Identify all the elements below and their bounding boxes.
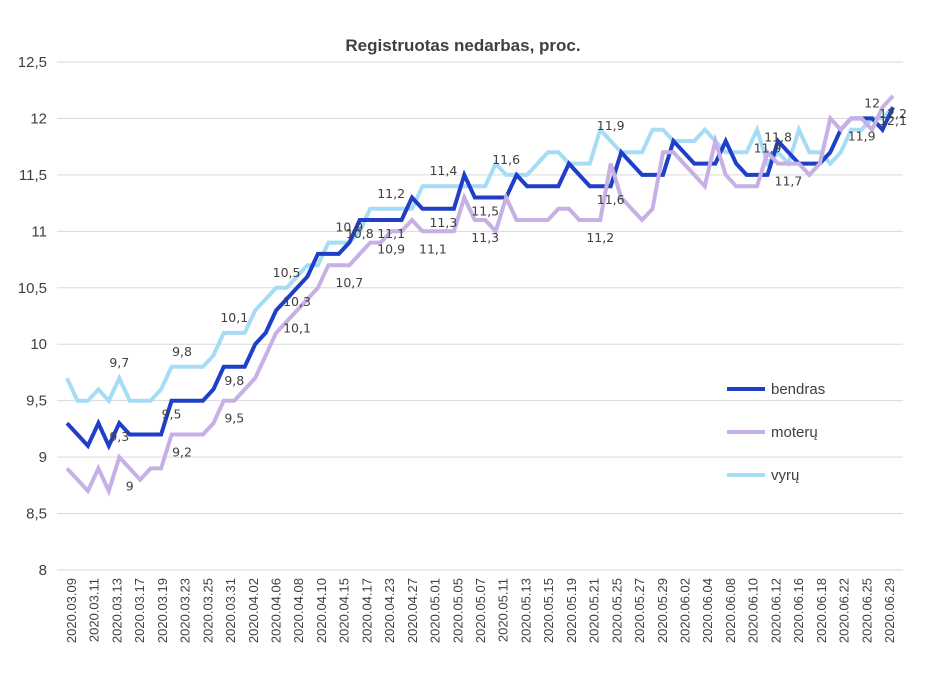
data-label: 9,2 [172, 445, 192, 460]
x-tick-label: 2020.06.04 [700, 578, 715, 643]
y-tick-label: 10,5 [18, 280, 47, 297]
x-tick-label: 2020.06.18 [814, 578, 829, 643]
data-label: 10,8 [346, 226, 374, 241]
x-tick-label: 2020.06.10 [746, 578, 761, 643]
x-tick-label: 2020.06.12 [768, 578, 783, 643]
data-label: 11,3 [471, 230, 499, 245]
data-label: 11,9 [597, 118, 625, 133]
x-tick-label: 2020.04.15 [337, 578, 352, 643]
y-tick-label: 8,5 [26, 506, 47, 523]
data-label: 11,5 [471, 203, 499, 218]
x-tick-label: 2020.03.23 [178, 578, 193, 643]
y-tick-label: 8 [39, 562, 47, 579]
data-label: 10,1 [220, 310, 248, 325]
legend: bendras moterų vyrų [727, 381, 825, 484]
x-tick-label: 2020.04.23 [382, 578, 397, 643]
y-tick-label: 11,5 [19, 167, 47, 184]
x-tick-label: 2020.04.17 [359, 578, 374, 643]
data-labels: 9,79,810,110,510,911,211,411,611,911,911… [109, 95, 907, 493]
x-tick-label: 2020.05.25 [609, 578, 624, 643]
data-label: 9,8 [172, 344, 192, 359]
data-label: 9,5 [162, 407, 182, 422]
y-tick-label: 9,5 [26, 393, 47, 410]
series-line-moterų [65, 94, 895, 497]
x-tick-label: 2020.05.27 [632, 578, 647, 643]
data-label: 11,2 [586, 230, 614, 245]
data-label: 11,1 [377, 226, 405, 241]
chart-title: Registruotas nedarbas, proc. [345, 36, 580, 55]
y-tick-label: 12 [30, 110, 47, 127]
data-label: 11,1 [419, 241, 447, 256]
data-label: 12,2 [879, 106, 907, 121]
data-label: 11,9 [848, 128, 876, 143]
data-label: 11,4 [429, 163, 457, 178]
x-tick-label: 2020.03.17 [132, 578, 147, 643]
x-tick-label: 2020.05.15 [541, 578, 556, 643]
data-label: 9,5 [224, 411, 244, 426]
x-tick-label: 2020.04.27 [405, 578, 420, 643]
x-tick-label: 2020.06.02 [678, 578, 693, 643]
data-label: 11,7 [775, 174, 803, 189]
data-label: 11,6 [597, 192, 625, 207]
legend-label-moterų: moterų [771, 424, 818, 441]
data-label: 12 [864, 95, 880, 110]
x-tick-label: 2020.03.31 [223, 578, 238, 643]
x-tick-label: 2020.03.25 [200, 578, 215, 643]
x-tick-label: 2020.06.08 [723, 578, 738, 643]
x-tick-label: 2020.06.29 [882, 578, 897, 643]
data-label: 9,7 [109, 355, 129, 370]
y-axis: 8 8,5 9 9,5 10 10,5 11 11,5 12 12,5 [18, 54, 47, 579]
x-tick-label: 2020.03.09 [64, 578, 79, 643]
data-label: 9 [126, 478, 134, 493]
x-tick-label: 2020.05.05 [450, 578, 465, 643]
x-tick-label: 2020.06.16 [791, 578, 806, 643]
x-tick-label: 2020.03.11 [87, 578, 102, 642]
x-tick-label: 2020.05.07 [473, 578, 488, 643]
x-tick-label: 2020.05.01 [428, 578, 443, 643]
y-tick-label: 9 [39, 449, 47, 466]
data-label: 10,3 [283, 294, 311, 309]
data-label: 11,3 [429, 215, 457, 230]
x-tick-label: 2020.05.21 [587, 578, 602, 643]
data-label: 12,1 [879, 113, 907, 128]
x-tick-label: 2020.06.25 [859, 578, 874, 643]
y-tick-label: 11 [31, 223, 47, 240]
x-tick-label: 2020.03.19 [155, 578, 170, 643]
x-axis: 2020.03.09 2020.03.11 2020.03.13 2020.03.17… [64, 578, 897, 643]
legend-label-bendras: bendras [771, 381, 825, 398]
legend-label-vyrų: vyrų [771, 467, 799, 484]
data-label: 11,9 [754, 141, 782, 156]
data-label: 10,5 [273, 265, 301, 280]
series-line-vyrų [65, 105, 895, 405]
data-label: 10,9 [335, 220, 363, 235]
data-label: 10,1 [283, 320, 311, 335]
data-label: 10,9 [377, 241, 405, 256]
x-tick-label: 2020.04.02 [246, 578, 261, 643]
y-tick-label: 12,5 [18, 54, 47, 71]
x-tick-label: 2020.05.13 [518, 578, 533, 643]
x-tick-label: 2020.04.08 [291, 578, 306, 643]
x-tick-label: 2020.03.13 [109, 578, 124, 643]
data-label: 9,3 [109, 429, 129, 444]
data-label: 11,6 [492, 152, 520, 167]
y-tick-label: 10 [30, 336, 47, 353]
x-tick-label: 2020.05.11 [496, 578, 511, 642]
x-tick-label: 2020.06.22 [837, 578, 852, 643]
data-label: 9,8 [224, 373, 244, 388]
x-tick-label: 2020.05.29 [655, 578, 670, 643]
x-tick-label: 2020.04.10 [314, 578, 329, 643]
x-tick-label: 2020.04.06 [269, 578, 284, 643]
series-line-bendras [65, 106, 895, 451]
data-label: 11,2 [377, 186, 405, 201]
series-lines [65, 94, 895, 497]
data-label: 11,8 [764, 129, 792, 144]
data-label: 10,7 [335, 275, 363, 290]
x-tick-label: 2020.05.19 [564, 578, 579, 643]
